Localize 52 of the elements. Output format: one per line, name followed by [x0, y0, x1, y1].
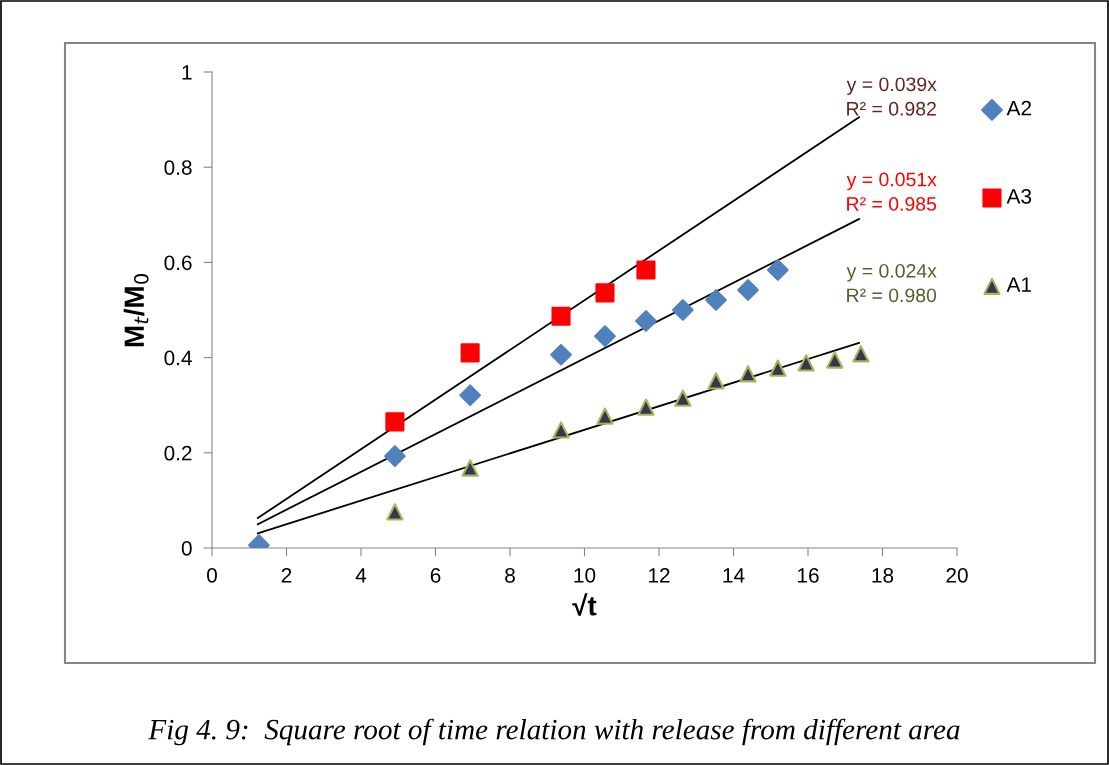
point	[551, 306, 571, 326]
point	[595, 283, 615, 303]
x-tick-label: 6	[430, 567, 441, 583]
annotation: y = 0.024x R² = 0.980	[846, 263, 937, 303]
point	[705, 289, 727, 311]
x-tick-label: 10	[574, 567, 596, 583]
x-tick-label: 14	[723, 568, 745, 583]
point	[826, 351, 844, 369]
point	[769, 359, 787, 377]
point	[461, 459, 479, 477]
point	[739, 365, 757, 383]
point	[386, 503, 404, 521]
point	[852, 345, 870, 363]
point	[384, 445, 406, 467]
annotation: y = 0.039x R² = 0.982	[846, 77, 937, 116]
point	[385, 412, 405, 432]
legend-label: A3	[1006, 188, 1032, 204]
point	[594, 325, 616, 348]
point	[671, 299, 694, 321]
y-tick-label: 0.4	[164, 350, 192, 366]
point	[550, 343, 572, 366]
y-tick-label: 0.2	[164, 445, 192, 461]
point	[766, 259, 789, 281]
point	[635, 310, 657, 332]
point	[459, 384, 481, 407]
y-tick-label: 0	[181, 541, 192, 556]
x-tick-label: 12	[649, 567, 670, 583]
x-tick-label: 20	[946, 567, 968, 583]
legend-label: A1	[1006, 277, 1032, 292]
y-axis-title: M$_{t}$/M$_{0}$	[123, 274, 149, 347]
point	[637, 398, 655, 416]
point	[460, 343, 480, 363]
annotation: y = 0.051x R² = 0.985	[846, 172, 937, 211]
x-tick-label: 8	[505, 567, 515, 583]
legend-label: A2	[1006, 100, 1031, 116]
x-tick-label: 16	[798, 567, 819, 583]
y-tick-label: 0.8	[164, 160, 192, 175]
x-tick-label: 4	[355, 568, 367, 583]
point	[797, 354, 815, 372]
point	[737, 279, 759, 301]
point	[552, 421, 570, 439]
x-axis-title: √t	[572, 593, 597, 616]
x-tick-label: 2	[281, 567, 292, 583]
point	[674, 389, 692, 407]
point	[596, 407, 614, 425]
y-tick-label: 1	[182, 65, 192, 80]
x-tick-label: 0	[207, 567, 217, 583]
y-tick-label: 0.6	[164, 255, 192, 271]
caption: Fig 4. 9: Square root of time relation with release from different area	[148, 718, 960, 746]
point	[707, 372, 725, 390]
x-tick-label: 18	[872, 567, 894, 583]
point	[636, 260, 656, 280]
